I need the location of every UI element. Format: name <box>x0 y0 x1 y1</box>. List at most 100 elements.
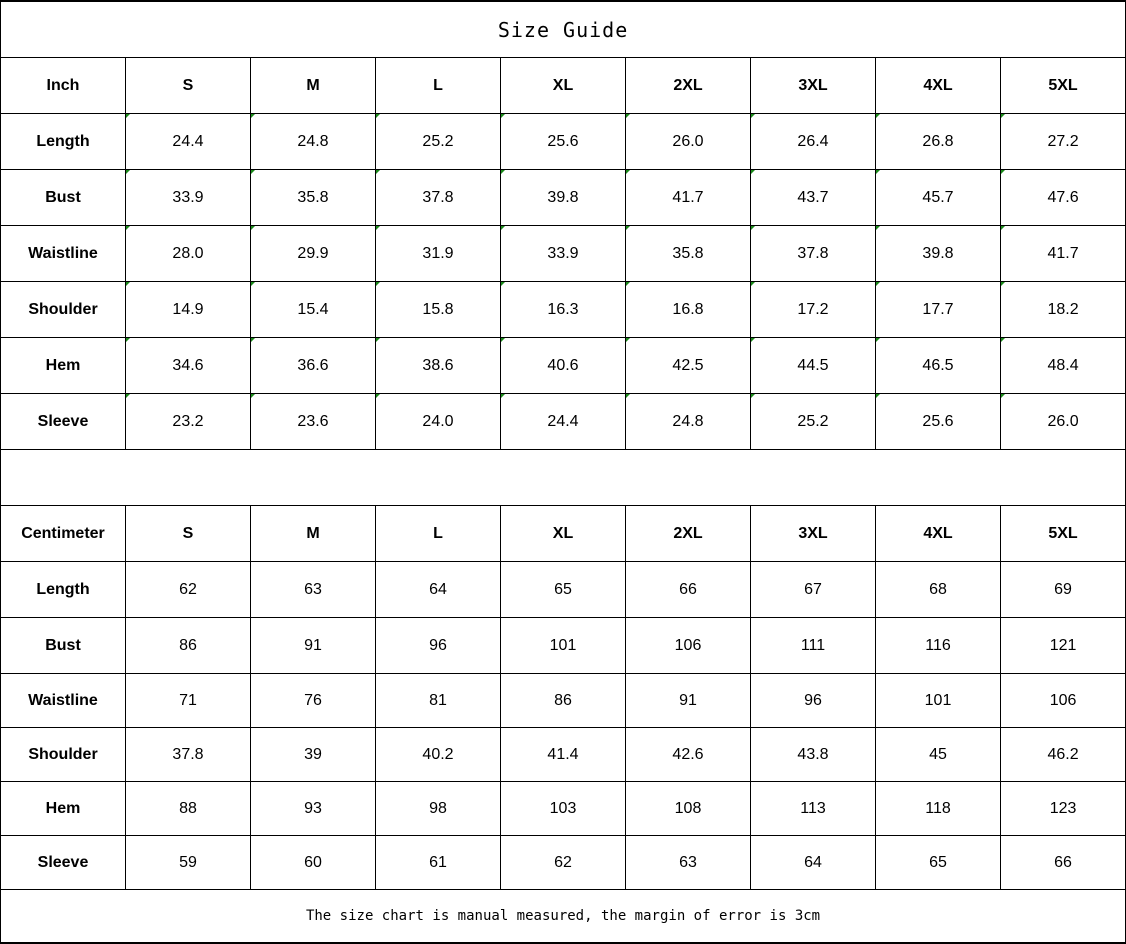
measurement-value: 88 <box>125 781 251 836</box>
table-row: Shoulder 37.8 39 40.2 41.4 42.6 43.8 45 46.2 <box>0 727 1126 782</box>
table-row: Hem 88 93 98 103 108 113 118 123 <box>0 781 1126 836</box>
measurement-value: 17.2 <box>750 281 876 338</box>
measurement-value: 17.7 <box>875 281 1001 338</box>
table-row: Length 24.4 24.8 25.2 25.6 26.0 26.4 26.8 27.2 <box>0 113 1126 170</box>
measurement-value: 35.8 <box>250 169 376 226</box>
measurement-value: 24.0 <box>375 393 501 450</box>
table-row: Sleeve 23.2 23.6 24.0 24.4 24.8 25.2 25.6 26.0 <box>0 393 1126 450</box>
measurement-value: 64 <box>750 835 876 890</box>
measurement-value: 44.5 <box>750 337 876 394</box>
measurement-value: 63 <box>250 561 376 618</box>
measurement-value: 16.3 <box>500 281 626 338</box>
table-row: Hem 34.6 36.6 38.6 40.6 42.5 44.5 46.5 48.4 <box>0 337 1126 394</box>
measurement-value: 40.6 <box>500 337 626 394</box>
measurement-value: 111 <box>750 617 876 674</box>
measurement-value: 65 <box>500 561 626 618</box>
measurement-value: 47.6 <box>999 169 1126 226</box>
measurement-label: Bust <box>0 169 126 226</box>
measurement-value: 31.9 <box>375 225 501 282</box>
measurement-value: 39.8 <box>500 169 626 226</box>
measurement-value: 25.6 <box>500 113 626 170</box>
table-row: Waistline 28.0 29.9 31.9 33.9 35.8 37.8 39.8 41.… <box>0 225 1126 282</box>
measurement-value: 15.4 <box>250 281 376 338</box>
measurement-value: 91 <box>625 673 751 728</box>
measurement-value: 71 <box>125 673 251 728</box>
measurement-value: 41.4 <box>500 727 626 782</box>
spacer-row <box>0 449 1126 506</box>
measurement-value: 76 <box>250 673 376 728</box>
spacer-cell <box>0 449 1126 506</box>
measurement-value: 43.7 <box>750 169 876 226</box>
measurement-value: 39.8 <box>875 225 1001 282</box>
measurement-value: 98 <box>375 781 501 836</box>
measurement-label: Shoulder <box>0 281 126 338</box>
measurement-value: 59 <box>125 835 251 890</box>
measurement-value: 35.8 <box>625 225 751 282</box>
size-header: 3XL <box>750 57 876 114</box>
measurement-value: 67 <box>750 561 876 618</box>
measurement-value: 108 <box>625 781 751 836</box>
size-header: 5XL <box>999 57 1126 114</box>
measurement-label: Sleeve <box>0 835 126 890</box>
measurement-value: 42.6 <box>625 727 751 782</box>
measurement-value: 43.8 <box>750 727 876 782</box>
measurement-value: 113 <box>750 781 876 836</box>
measurement-value: 101 <box>500 617 626 674</box>
size-header: S <box>125 505 251 562</box>
measurement-value: 15.8 <box>375 281 501 338</box>
table-row: Length 62 63 64 65 66 67 68 69 <box>0 561 1126 618</box>
page-title: Size Guide <box>0 0 1126 58</box>
measurement-label: Waistline <box>0 225 126 282</box>
measurement-value: 86 <box>500 673 626 728</box>
measurement-value: 121 <box>999 617 1126 674</box>
measurement-value: 37.8 <box>125 727 251 782</box>
measurement-value: 41.7 <box>625 169 751 226</box>
measurement-value: 25.6 <box>875 393 1001 450</box>
measurement-label: Length <box>0 113 126 170</box>
measurement-value: 14.9 <box>125 281 251 338</box>
size-header: 2XL <box>625 505 751 562</box>
measurement-value: 116 <box>875 617 1001 674</box>
table-row: Sleeve 59 60 61 62 63 64 65 66 <box>0 835 1126 890</box>
size-header: 4XL <box>875 57 1001 114</box>
measurement-value: 96 <box>750 673 876 728</box>
size-header: XL <box>500 505 626 562</box>
measurement-value: 101 <box>875 673 1001 728</box>
measurement-value: 42.5 <box>625 337 751 394</box>
measurement-label: Shoulder <box>0 727 126 782</box>
measurement-value: 24.8 <box>250 113 376 170</box>
measurement-value: 33.9 <box>125 169 251 226</box>
size-header: 5XL <box>999 505 1126 562</box>
measurement-value: 36.6 <box>250 337 376 394</box>
measurement-value: 41.7 <box>999 225 1126 282</box>
measurement-value: 24.8 <box>625 393 751 450</box>
measurement-label: Hem <box>0 781 126 836</box>
measurement-value: 29.9 <box>250 225 376 282</box>
footer-row: The size chart is manual measured, the m… <box>0 889 1126 944</box>
measurement-value: 25.2 <box>375 113 501 170</box>
measurement-value: 33.9 <box>500 225 626 282</box>
measurement-value: 81 <box>375 673 501 728</box>
measurement-value: 24.4 <box>125 113 251 170</box>
measurement-value: 68 <box>875 561 1001 618</box>
measurement-value: 39 <box>250 727 376 782</box>
measurement-label: Sleeve <box>0 393 126 450</box>
inch-header-row: Inch S M L XL 2XL 3XL 4XL 5XL <box>0 57 1126 114</box>
measurement-value: 23.6 <box>250 393 376 450</box>
unit-label: Centimeter <box>0 505 126 562</box>
measurement-value: 61 <box>375 835 501 890</box>
measurement-value: 64 <box>375 561 501 618</box>
measurement-value: 45.7 <box>875 169 1001 226</box>
size-header: S <box>125 57 251 114</box>
unit-label: Inch <box>0 57 126 114</box>
measurement-value: 26.4 <box>750 113 876 170</box>
measurement-label: Waistline <box>0 673 126 728</box>
size-header: M <box>250 57 376 114</box>
measurement-value: 34.6 <box>125 337 251 394</box>
cm-header-row: Centimeter S M L XL 2XL 3XL 4XL 5XL <box>0 505 1126 562</box>
measurement-value: 66 <box>999 835 1126 890</box>
measurement-value: 118 <box>875 781 1001 836</box>
measurement-label: Length <box>0 561 126 618</box>
measurement-value: 26.0 <box>625 113 751 170</box>
measurement-value: 45 <box>875 727 1001 782</box>
